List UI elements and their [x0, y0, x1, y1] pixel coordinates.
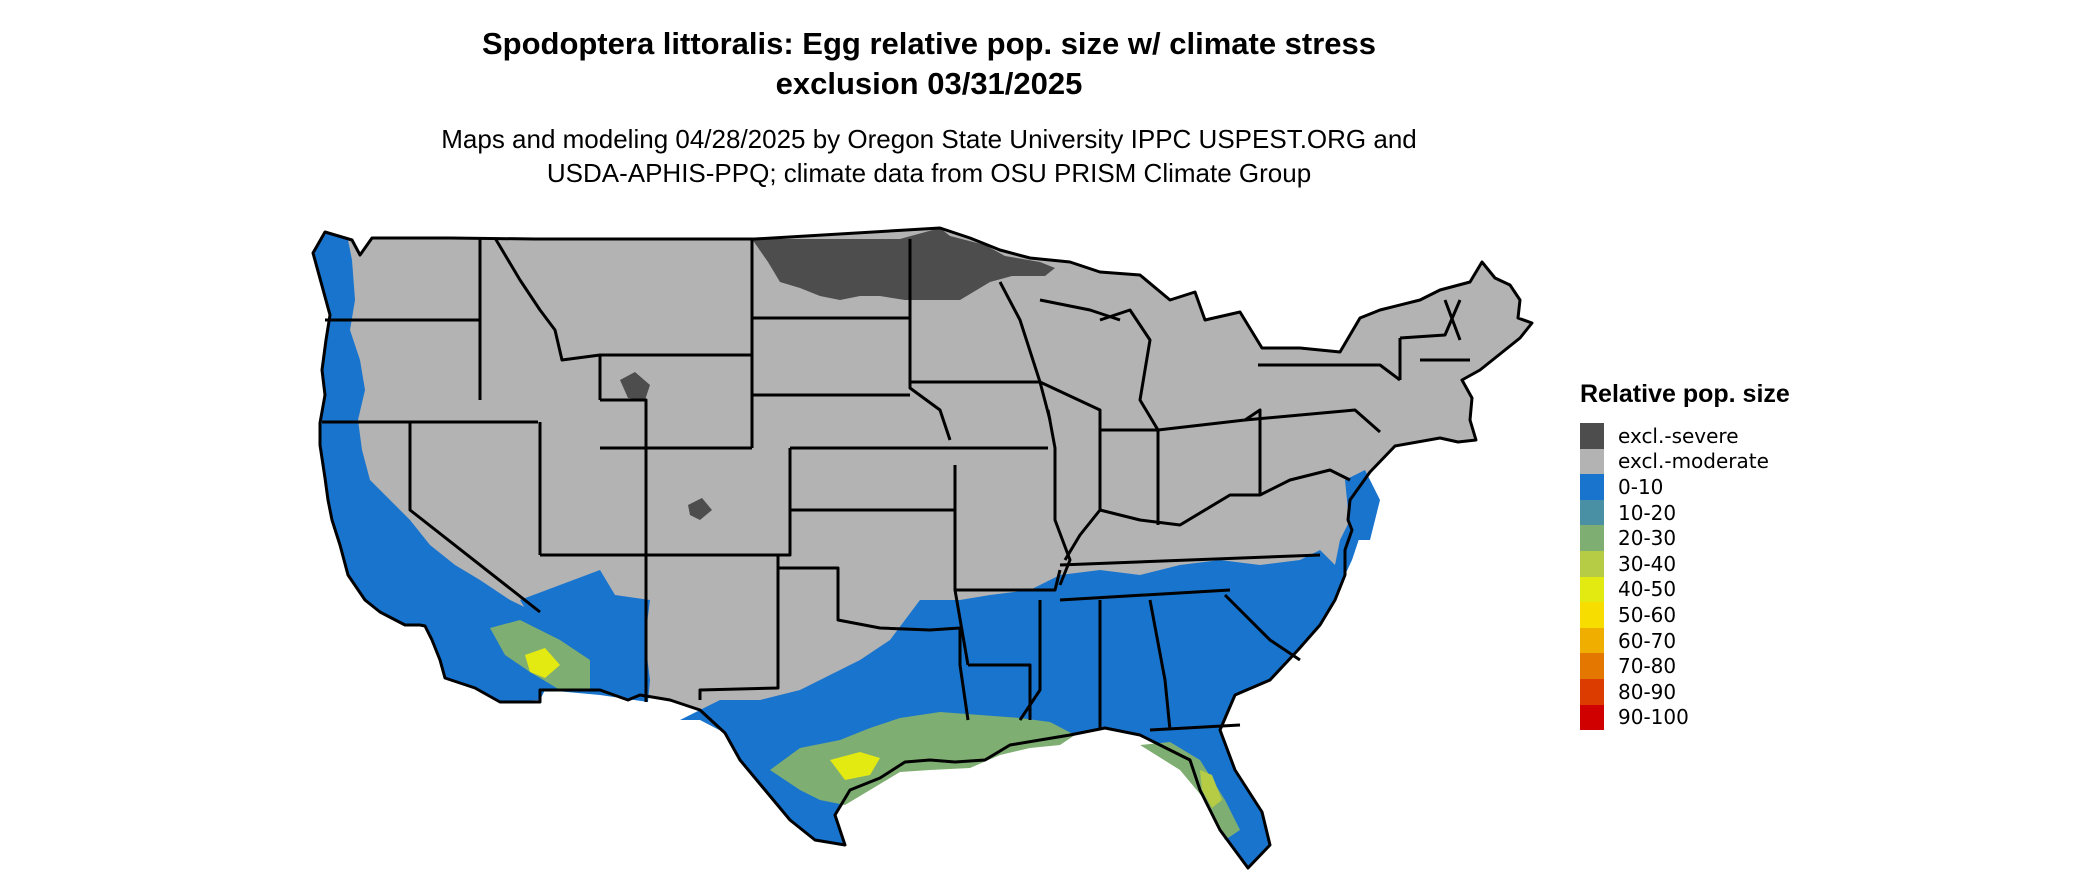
legend: Relative pop. size excl.-severe excl.-mod… [1580, 380, 1790, 731]
legend-swatch [1580, 499, 1604, 526]
map-subtitle: Maps and modeling 04/28/2025 by Oregon S… [0, 122, 1858, 190]
legend-swatch [1580, 550, 1604, 577]
legend-swatch [1580, 602, 1604, 628]
legend-label: 40-50 [1618, 577, 1677, 602]
map-title: Spodoptera littoralis: Egg relative pop.… [0, 24, 1858, 104]
legend-items: excl.-severe excl.-moderate 0-10 10-20 20-30… [1580, 423, 1790, 731]
legend-title: Relative pop. size [1580, 380, 1790, 408]
legend-swatch [1580, 704, 1604, 731]
legend-label: excl.-severe [1618, 423, 1739, 448]
legend-swatch [1580, 474, 1604, 500]
legend-label: excl.-moderate [1618, 449, 1769, 474]
legend-swatch [1580, 627, 1604, 654]
legend-swatch [1580, 653, 1604, 679]
title-line-1: Spodoptera littoralis: Egg relative pop.… [481, 26, 1377, 61]
legend-label: 90-100 [1618, 705, 1689, 730]
low-density-atlantic [1345, 470, 1380, 540]
legend-swatch [1580, 576, 1604, 603]
legend-label: 60-70 [1618, 628, 1677, 653]
legend-item: excl.-moderate [1580, 448, 1790, 475]
legend-label: 10-20 [1618, 500, 1677, 525]
subtitle-line-2: USDA-APHIS-PPQ; climate data from OSU PR… [546, 158, 1312, 188]
legend-label: 50-60 [1618, 602, 1677, 627]
legend-item: 10-20 [1580, 499, 1790, 526]
legend-item: 90-100 [1580, 704, 1790, 731]
legend-label: 0-10 [1618, 474, 1664, 499]
us-map [311, 226, 1534, 870]
legend-swatch [1580, 423, 1604, 449]
mid-density-florida [1140, 742, 1240, 840]
legend-swatch [1580, 525, 1604, 551]
low-density-arizona [520, 570, 650, 702]
legend-item: 50-60 [1580, 602, 1790, 628]
title-line-2: exclusion 03/31/2025 [775, 66, 1083, 101]
legend-item: 0-10 [1580, 474, 1790, 500]
legend-item: 60-70 [1580, 627, 1790, 654]
legend-label: 80-90 [1618, 679, 1677, 704]
legend-item: 80-90 [1580, 678, 1790, 705]
subtitle-line-1: Maps and modeling 04/28/2025 by Oregon S… [441, 124, 1417, 154]
legend-item: 70-80 [1580, 653, 1790, 679]
high-density-texas [830, 752, 880, 780]
legend-label: 70-80 [1618, 654, 1677, 679]
legend-swatch [1580, 448, 1604, 475]
mid-high-density-florida [1200, 770, 1222, 808]
legend-item: 20-30 [1580, 525, 1790, 551]
high-density-arizona [525, 648, 560, 678]
legend-swatch [1580, 678, 1604, 705]
legend-item: 40-50 [1580, 576, 1790, 603]
severe-patch-wyoming [620, 372, 650, 400]
low-density-pacific [313, 232, 625, 702]
legend-label: 30-40 [1618, 551, 1677, 576]
severe-patch-colorado [688, 498, 712, 520]
legend-item: excl.-severe [1580, 423, 1790, 449]
legend-label: 20-30 [1618, 526, 1677, 551]
severe-exclusion-region [752, 228, 1055, 300]
legend-item: 30-40 [1580, 550, 1790, 577]
mid-density-band [770, 712, 1075, 805]
state-borders [311, 226, 1534, 870]
